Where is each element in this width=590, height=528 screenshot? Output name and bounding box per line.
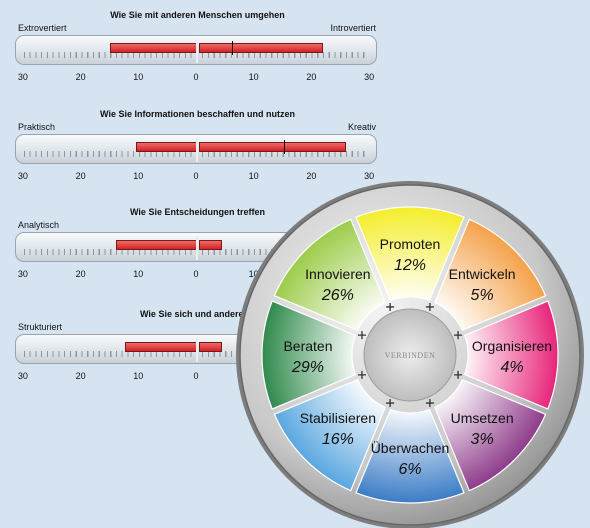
wheel-hub xyxy=(363,308,457,402)
axis-tick-label: 30 xyxy=(364,72,375,82)
scale-right-label: Introvertiert xyxy=(330,23,376,33)
axis-tick-label: 20 xyxy=(75,171,86,181)
wheel-segment-label: Stabilisieren xyxy=(300,410,376,426)
axis-tick-label: 0 xyxy=(193,371,199,381)
axis-tick-label: 30 xyxy=(17,371,28,381)
axis-tick-label: 10 xyxy=(133,371,144,381)
wheel-segment-percent: 3% xyxy=(471,431,494,448)
scale-1: Wie Sie mit anderen Menschen umgehen Extr… xyxy=(15,10,380,100)
wheel-segment-label: Promoten xyxy=(380,236,441,252)
scale-right-label: Kreativ xyxy=(347,122,376,132)
wheel-center-label: VERBINDEN xyxy=(385,351,436,360)
scale-center-divider xyxy=(196,338,198,362)
wheel-segment-percent: 6% xyxy=(398,461,421,478)
wheel-link-arrow-icon xyxy=(454,331,463,340)
scale-bar-right xyxy=(199,43,324,53)
wheel-segment-percent: 12% xyxy=(394,257,426,274)
scale-bar-right xyxy=(199,342,223,352)
scale-title: Wie Sie Informationen beschaffen und nut… xyxy=(100,109,295,119)
axis-tick-label: 20 xyxy=(306,171,317,181)
scale-title: Wie Sie Entscheidungen treffen xyxy=(130,207,265,217)
axis-tick-label: 30 xyxy=(17,269,28,279)
axis-tick-label: 10 xyxy=(248,171,259,181)
scale-axis: 30 20 10 0 10 20 30 xyxy=(15,171,380,183)
scale-left-label: Strukturiert xyxy=(18,322,63,332)
scale-center-divider xyxy=(196,39,198,63)
axis-tick-label: 10 xyxy=(248,269,259,279)
wheel-link-arrow-icon xyxy=(386,302,395,311)
axis-tick-label: 10 xyxy=(133,171,144,181)
axis-tick-label: 0 xyxy=(193,269,199,279)
wheel-segment-percent: 4% xyxy=(500,359,523,376)
scale-track xyxy=(15,35,377,65)
axis-tick-label: 10 xyxy=(133,269,144,279)
wheel-segment-6 xyxy=(261,300,357,410)
axis-tick-label: 0 xyxy=(193,72,199,82)
axis-tick-label: 20 xyxy=(75,269,86,279)
axis-tick-label: 0 xyxy=(193,171,199,181)
scale-left-label: Analytisch xyxy=(18,220,60,230)
wheel-segment-4 xyxy=(355,408,465,504)
axis-tick-label: 20 xyxy=(75,371,86,381)
wheel-segment-label: Überwachen xyxy=(371,439,450,456)
scale-title: Wie Sie mit anderen Menschen umgehen xyxy=(110,10,285,20)
scale-bar-right xyxy=(199,142,347,152)
scale-left-label: Extrovertiert xyxy=(18,23,67,33)
wheel-link-arrow-icon xyxy=(425,399,434,408)
axis-tick-label: 30 xyxy=(364,171,375,181)
wheel-segment-label: Umsetzen xyxy=(451,410,514,426)
scale-bar-right xyxy=(199,240,223,250)
wheel-segment-label: Entwickeln xyxy=(449,266,516,282)
scale-left-label: Praktisch xyxy=(18,122,56,132)
wheel-segment-label: Organisieren xyxy=(472,338,552,354)
wheel-segment-percent: 29% xyxy=(291,359,324,376)
wheel-link-arrow-icon xyxy=(357,331,366,340)
axis-tick-label: 30 xyxy=(17,72,28,82)
wheel-link-arrow-icon xyxy=(357,370,366,379)
wheel-segment-percent: 16% xyxy=(322,431,354,448)
wheel-segment-1 xyxy=(434,218,547,331)
scale-axis: 30 20 10 0 10 20 30 xyxy=(15,72,380,84)
scale-center-divider xyxy=(196,138,198,162)
scale-2: Wie Sie Informationen beschaffen und nut… xyxy=(15,109,380,199)
axis-tick-label: 10 xyxy=(248,72,259,82)
wheel-segment-percent: 26% xyxy=(321,287,354,304)
wheel-segment-label: Innovieren xyxy=(305,266,370,282)
wheel-segment-7 xyxy=(273,218,386,331)
wheel-segment-percent: 5% xyxy=(471,287,494,304)
wheel-link-arrow-icon xyxy=(425,302,434,311)
scale-median-marker xyxy=(231,41,233,55)
wheel-segment-2 xyxy=(463,300,559,410)
scale-center-divider xyxy=(196,236,198,260)
wheel-segment-label: Beraten xyxy=(283,338,332,354)
wheel-link-arrow-icon xyxy=(386,399,395,408)
scale-median-marker xyxy=(283,140,285,154)
axis-tick-label: 10 xyxy=(133,72,144,82)
scale-title: Wie Sie sich und andere or xyxy=(140,309,255,319)
axis-tick-label: 30 xyxy=(17,171,28,181)
wheel-link-arrow-icon xyxy=(454,370,463,379)
wheel-segment-5 xyxy=(273,379,386,492)
wheel-segment-3 xyxy=(434,379,547,492)
axis-tick-label: 20 xyxy=(75,72,86,82)
axis-tick-label: 20 xyxy=(306,72,317,82)
wheel-segment-0 xyxy=(355,206,465,302)
scale-track xyxy=(15,134,377,164)
